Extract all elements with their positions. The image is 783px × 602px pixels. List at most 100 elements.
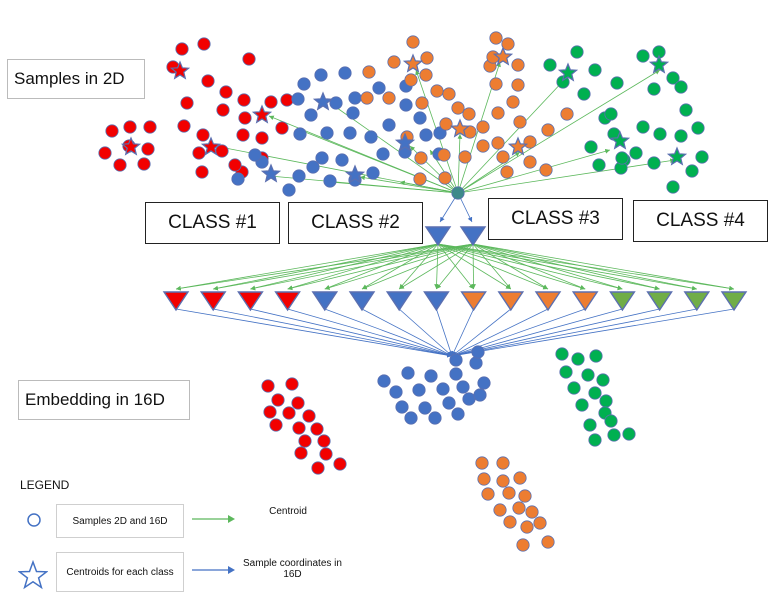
green-embedding-dot (567, 381, 581, 395)
centroid-star (260, 163, 282, 183)
embedding-triangle (720, 291, 748, 312)
centroid-star (120, 136, 142, 156)
blue-sample-dot (399, 98, 413, 112)
blue-embedding-dot (469, 356, 483, 370)
centroid-arrow (457, 148, 611, 194)
orange-sample-dot (415, 96, 429, 110)
orange-sample-dot (539, 163, 553, 177)
green-sample-dot (592, 158, 606, 172)
embedding-16d-title: Embedding in 16D (18, 380, 190, 420)
red-embedding-dot (261, 379, 275, 393)
green-sample-dot (666, 180, 680, 194)
blue-sample-dot (320, 126, 334, 140)
red-sample-dot (177, 119, 191, 133)
centroid-star (648, 54, 670, 74)
orange-sample-dot (496, 150, 510, 164)
orange-sample-dot (491, 106, 505, 120)
orange-embedding-dot (496, 474, 510, 488)
triangle-layer (162, 226, 748, 312)
blue-sample-dot (372, 81, 386, 95)
orange-sample-dot (419, 68, 433, 82)
embedding-arrow (472, 243, 549, 290)
embedding-triangle (385, 291, 413, 312)
blue-embedding-dot (451, 407, 465, 421)
orange-embedding-dot (503, 515, 517, 529)
blue-sample-dot (366, 166, 380, 180)
orange-sample-dot (413, 172, 427, 186)
orange-sample-dot (491, 136, 505, 150)
centroid-star (492, 46, 514, 66)
embedding-triangle (423, 291, 450, 312)
red-sample-dot (242, 52, 256, 66)
blue-sample-dot (335, 153, 349, 167)
red-sample-dot (180, 96, 194, 110)
embedding-arrow (472, 243, 586, 290)
green-sample-dot (588, 63, 602, 77)
orange-sample-dot (451, 101, 465, 115)
red-sample-dot (280, 93, 294, 107)
embedding-arrow (250, 243, 474, 291)
orange-embedding-dot (513, 471, 527, 485)
embedding-triangle (237, 291, 264, 312)
centroid-star (200, 136, 222, 156)
green-embedding-dot (588, 386, 602, 400)
centroid-arrow (457, 151, 521, 194)
embedding-arrow (175, 243, 474, 291)
orange-embedding-dot (493, 503, 507, 517)
orange-sample-dot (560, 107, 574, 121)
sample-coordinate-arrow (451, 308, 474, 357)
embedding-arrow (324, 243, 474, 290)
sample-coordinate-arrow (287, 308, 453, 357)
legend-green-arrow-icon (192, 515, 235, 523)
embedding-arrow (437, 243, 512, 290)
orange-embedding-dot (496, 456, 510, 470)
embedding-triangle (646, 291, 673, 312)
legend-sample-arrow-label: Sample coordinates in 16D (243, 558, 342, 580)
orange-sample-dot (541, 123, 555, 137)
red-embedding-dot (298, 434, 312, 448)
sample-coordinate-arrow (451, 308, 660, 358)
blue-embedding-dot (377, 374, 391, 388)
embedding-arrow (213, 243, 474, 291)
blue-sample-dot (314, 68, 328, 82)
orange-sample-dot (513, 115, 527, 129)
green-sample-dot (695, 150, 709, 164)
embedding-triangle (609, 291, 636, 312)
class-box-1: CLASS #1 (145, 202, 280, 244)
orange-sample-dot (476, 139, 490, 153)
arrow-layer (175, 61, 735, 358)
red-embedding-dot (302, 409, 316, 423)
blue-embedding-dot (428, 411, 442, 425)
orange-sample-dot (489, 31, 503, 45)
red-sample-dot (137, 157, 151, 171)
red-embedding-dot (282, 406, 296, 420)
orange-sample-dot (437, 148, 451, 162)
embedding-arrow (437, 243, 586, 290)
red-embedding-dot (271, 393, 285, 407)
green-sample-dot (653, 127, 667, 141)
orange-sample-dot (511, 58, 525, 72)
blue-embedding-dot (471, 345, 485, 359)
embedding-triangle (497, 291, 525, 312)
red-embedding-dot (292, 421, 306, 435)
blue-embedding-dot (456, 380, 470, 394)
green-sample-dot (610, 76, 624, 90)
red-sample-dot (228, 158, 242, 172)
red-embedding-dot (311, 461, 325, 475)
embedding-triangle (199, 291, 227, 312)
legend-samples-label: Samples 2D and 16D (56, 504, 184, 538)
orange-sample-dot (458, 150, 472, 164)
blue-sample-dot (348, 91, 362, 105)
red-embedding-dot (294, 446, 308, 460)
blue-embedding-dot (412, 383, 426, 397)
centroid-arrow (457, 77, 567, 194)
class-box-3: CLASS #3 (488, 198, 623, 240)
red-sample-dot (238, 111, 252, 125)
top-triangle (459, 226, 487, 247)
red-sample-dot (264, 95, 278, 109)
centroid-star (507, 136, 529, 156)
red-sample-dot (275, 121, 289, 135)
green-sample-dot (666, 71, 680, 85)
embedding-arrow (398, 243, 474, 290)
embedding-triangle (571, 291, 599, 312)
